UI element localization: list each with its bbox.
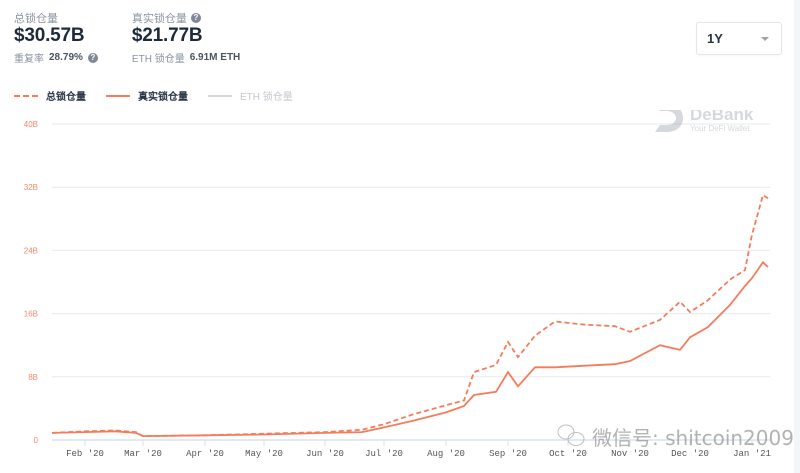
svg-text:微信号: shitcoin2009: 微信号: shitcoin2009 (592, 426, 794, 450)
tvl-line-chart[interactable]: 0 8B 16B 24B 32B 40B Feb '20 Mar '20 Apr '20 May… (0, 110, 800, 473)
stats-panel: 总锁仓量 $30.57B 重复率 28.79% ? 真实锁仓量 ? $21.77… (14, 10, 240, 65)
solid-line-icon (106, 94, 130, 97)
eth-locked-value: 6.91M ETH (189, 52, 241, 63)
wechat-overlay: 微信号: shitcoin2009 (557, 424, 794, 450)
dashed-line-icon (14, 94, 38, 97)
total-locked-line (51, 193, 769, 438)
real-locked-stat: 真实锁仓量 ? $21.77B ETH 锁仓量 6.91M ETH (132, 10, 240, 65)
legend-item-real[interactable]: 真实锁仓量 (106, 88, 188, 103)
debank-watermark: DeBank Your DeFi Wallet (655, 110, 754, 133)
real-locked-value: $21.77B (131, 25, 203, 46)
duplicate-rate-label: 重复率 (14, 54, 44, 65)
svg-text:Jan '21: Jan '21 (733, 449, 771, 459)
time-range-dropdown[interactable]: 1Y (696, 22, 782, 55)
real-locked-label: 真实锁仓量 (131, 12, 187, 25)
y-axis-labels: 0 8B 16B 24B 32B 40B (24, 120, 39, 445)
gray-line-icon (208, 94, 232, 97)
help-icon[interactable]: ? (87, 52, 98, 63)
svg-text:16B: 16B (24, 310, 38, 319)
total-locked-stat: 总锁仓量 $30.57B 重复率 28.79% ? (14, 10, 98, 65)
svg-text:May '20: May '20 (245, 449, 283, 459)
svg-text:Nov '20: Nov '20 (611, 449, 649, 459)
svg-text:Feb '20: Feb '20 (66, 449, 104, 459)
svg-text:Mar '20: Mar '20 (124, 449, 162, 459)
svg-text:DeBank: DeBank (690, 110, 754, 124)
svg-text:8B: 8B (28, 373, 38, 382)
x-axis: Feb '20 Mar '20 Apr '20 May '20 Jun '20 Jul '… (66, 440, 771, 459)
svg-text:Jul '20: Jul '20 (365, 449, 403, 459)
duplicate-rate-value: 28.79% (49, 52, 83, 63)
help-icon[interactable]: ? (190, 12, 201, 23)
wechat-icon (557, 424, 585, 446)
svg-text:Apr '20: Apr '20 (186, 449, 224, 459)
total-locked-value: $30.57B (14, 25, 85, 46)
svg-text:Jun '20: Jun '20 (306, 449, 344, 459)
chevron-down-icon (761, 36, 769, 41)
chart-legend: 总锁仓量 真实锁仓量 ETH 锁仓量 (14, 88, 293, 103)
svg-text:24B: 24B (24, 246, 38, 255)
svg-text:32B: 32B (24, 183, 38, 192)
legend-item-total[interactable]: 总锁仓量 (14, 88, 86, 103)
legend-item-eth[interactable]: ETH 锁仓量 (208, 88, 293, 103)
debank-logo-icon (655, 110, 683, 132)
svg-text:Sep '20: Sep '20 (489, 449, 527, 459)
svg-text:Dec '20: Dec '20 (671, 449, 709, 459)
svg-text:Your DeFi Wallet: Your DeFi Wallet (690, 124, 750, 133)
svg-text:Aug '20: Aug '20 (427, 449, 465, 459)
real-locked-line (51, 260, 769, 438)
time-range-value: 1Y (707, 31, 723, 46)
chart-grid (52, 123, 770, 441)
eth-locked-label: ETH 锁仓量 (131, 54, 185, 65)
total-locked-label: 总锁仓量 (14, 12, 58, 25)
svg-text:Oct '20: Oct '20 (549, 449, 587, 459)
scrollbar-track[interactable] (794, 0, 800, 473)
svg-text:0: 0 (34, 436, 39, 445)
svg-text:40B: 40B (24, 120, 38, 129)
